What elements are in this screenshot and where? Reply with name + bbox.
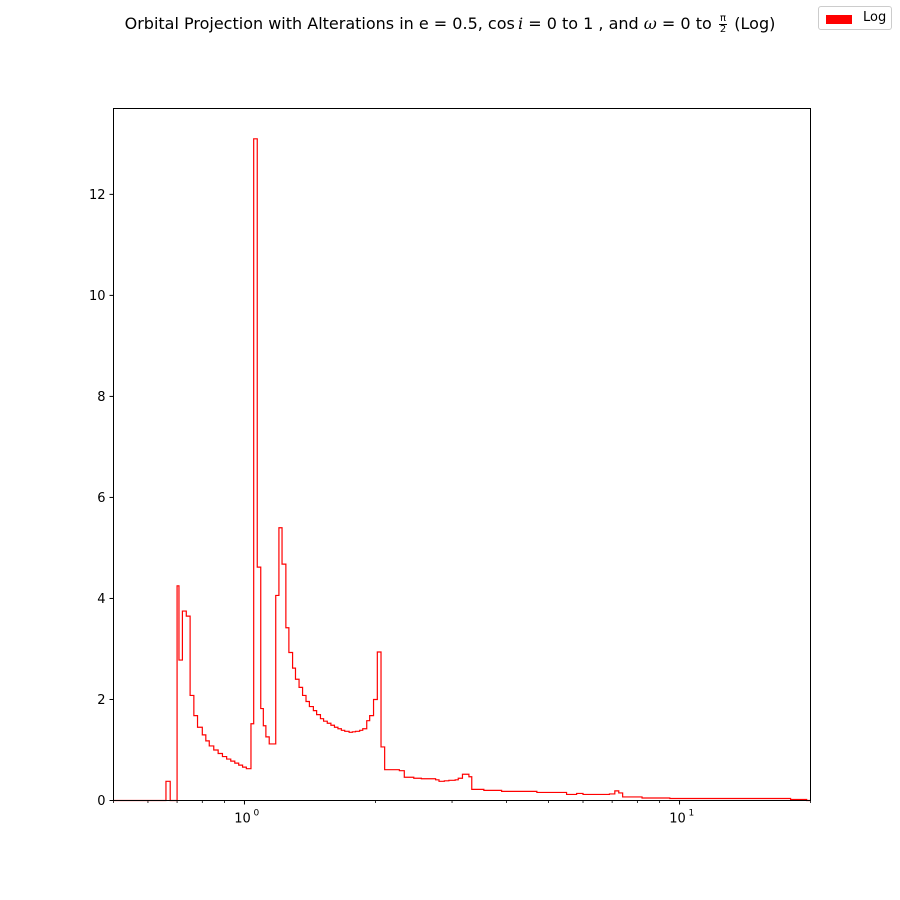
- y-tick-label: 4: [97, 592, 105, 607]
- x-tick-exponent: 1: [689, 809, 695, 819]
- legend-label: Log: [863, 10, 887, 25]
- title-frac-num: π: [718, 13, 728, 25]
- x-tick-label: 10: [234, 812, 251, 827]
- histogram-step-line: [113, 138, 811, 802]
- title-frac-den: 2: [719, 24, 727, 35]
- y-tick-label: 2: [97, 693, 105, 708]
- axes-frame: [113, 108, 811, 801]
- plot-area: [113, 138, 811, 802]
- title-prefix: Orbital Projection with Alterations in e…: [124, 14, 515, 33]
- title-omega-symbol: ω: [643, 14, 657, 33]
- y-tick-label: 0: [97, 794, 105, 809]
- title-mid1: = 0 to 1 , and: [523, 14, 644, 33]
- y-tick-label: 8: [97, 390, 105, 405]
- x-tick-label: 10: [669, 812, 686, 827]
- x-tick-exponent: 0: [253, 809, 259, 819]
- chart-title: Orbital Projection with Alterations in e…: [0, 14, 900, 35]
- title-i-symbol: i: [518, 14, 524, 33]
- y-tick-label: 10: [89, 289, 106, 304]
- y-tick-label: 6: [97, 491, 105, 506]
- title-suffix: (Log): [729, 14, 776, 33]
- title-mid2: = 0 to: [656, 14, 717, 33]
- legend-swatch: [826, 15, 852, 24]
- y-tick-label: 12: [89, 188, 106, 203]
- legend: Log: [818, 6, 892, 30]
